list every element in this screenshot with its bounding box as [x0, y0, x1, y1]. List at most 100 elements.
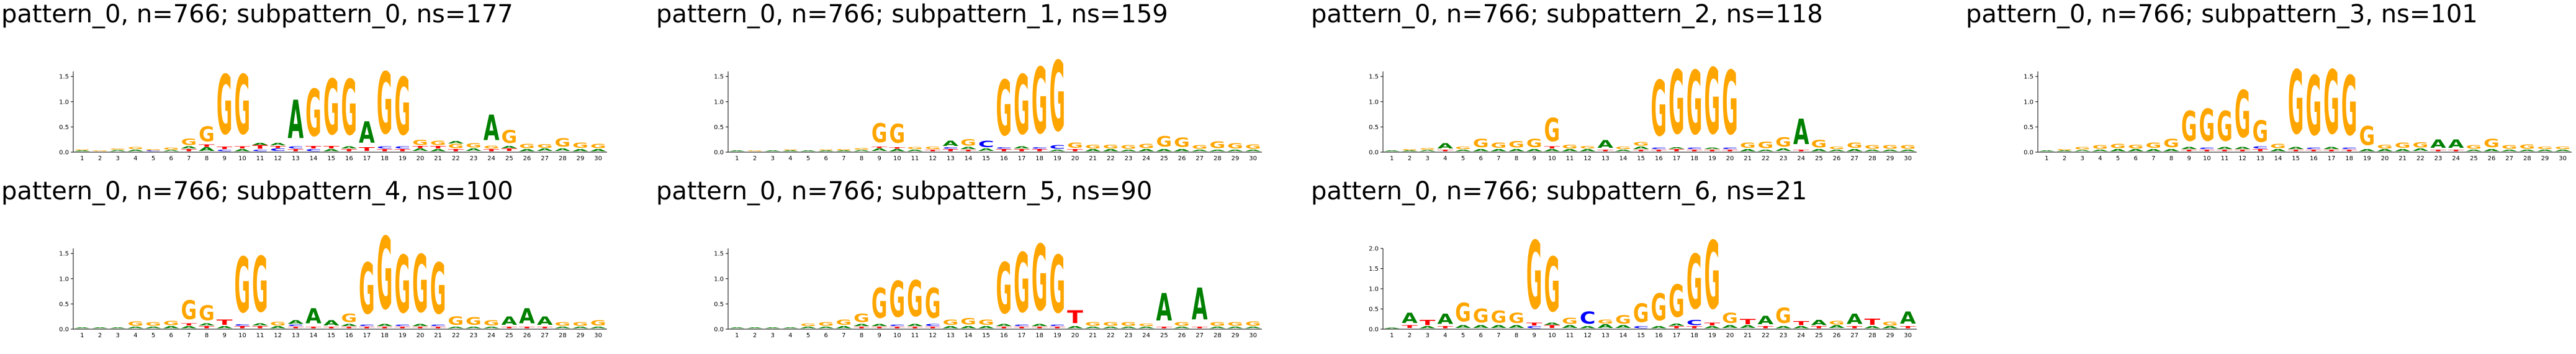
logo-letter-G: G	[519, 143, 535, 150]
logo-letter-G: G	[889, 119, 906, 149]
logo-letter-T: T	[943, 148, 960, 152]
x-tick-label: 13	[2256, 155, 2264, 162]
logo-letter-G: G	[800, 323, 816, 327]
x-tick-label: 1	[735, 332, 739, 339]
logo-letter-C: C	[2341, 147, 2358, 150]
logo-letter-A: A	[74, 150, 91, 152]
logo-letter-T: T	[252, 145, 268, 150]
logo-letter-G: G	[1210, 139, 1226, 150]
x-tick-label: 6	[169, 332, 173, 339]
logo-letter-C: C	[395, 146, 411, 149]
logo-letter-G: G	[1865, 145, 1881, 150]
logo-letter-G: G	[1847, 142, 1863, 150]
logo-letter-G: G	[537, 143, 553, 149]
panel-title: pattern_0, n=766; subpattern_0, ns=177	[1, 0, 513, 29]
logo-letter-C: C	[2306, 147, 2322, 150]
logo-letter-A: A	[2181, 147, 2198, 150]
x-tick-label: 2	[98, 332, 102, 339]
x-tick-label: 19	[1708, 332, 1716, 339]
x-tick-label: 23	[470, 155, 478, 162]
y-tick-label: 2.0	[1369, 246, 1379, 253]
logo-letter-T: T	[2288, 149, 2305, 152]
x-tick-label: 17	[1018, 155, 1026, 162]
x-tick-label: 2	[753, 155, 757, 162]
x-tick-label: 29	[1232, 155, 1240, 162]
logo-letter-C: C	[1014, 324, 1030, 327]
x-tick-label: 24	[487, 332, 495, 339]
logo-letter-T: T	[1014, 148, 1030, 152]
logo-letter-C: C	[430, 324, 446, 327]
logo-letter-A: A	[2395, 148, 2412, 152]
x-tick-label: 15	[327, 155, 335, 162]
x-tick-label: 20	[1726, 332, 1734, 339]
x-tick-label: 6	[1479, 155, 1482, 162]
logo-letter-C: C	[1722, 147, 1738, 150]
logo-letter-A: A	[1580, 148, 1596, 152]
logo-letter-A: A	[1829, 149, 1845, 152]
logo-letter-G: G	[181, 296, 197, 326]
x-tick-label: 26	[1833, 332, 1841, 339]
panel-title: pattern_0, n=766; subpattern_2, ns=118	[1311, 0, 1823, 29]
logo-letter-A: A	[359, 116, 375, 150]
logo-letter-C: C	[2199, 147, 2215, 150]
logo-letter-G: G	[1740, 142, 1756, 150]
logo-letter-A: A	[163, 325, 180, 329]
logo-letter-G: G	[2146, 142, 2162, 150]
logo-letter-A: A	[783, 327, 799, 329]
x-tick-label: 9	[222, 155, 226, 162]
logo-letter-G: G	[1050, 42, 1066, 153]
logo-letter-A: A	[1420, 325, 1436, 329]
y-tick-label: 0.5	[714, 301, 724, 308]
logo-letter-A: A	[1615, 325, 1631, 329]
logo-letter-G: G	[1562, 144, 1578, 150]
logo-letter-A: A	[2323, 147, 2340, 150]
x-tick-label: 10	[893, 155, 901, 162]
logo-letter-A: A	[783, 150, 799, 152]
logo-letter-A: A	[323, 148, 340, 152]
logo-letter-G: G	[2199, 99, 2215, 151]
logo-letter-A: A	[1192, 149, 1209, 152]
logo-panel-3: pattern_0, n=766; subpattern_3, ns=101 0.…	[1965, 0, 2576, 177]
logo-letter-A: A	[1245, 326, 1262, 329]
logo-letter-A: A	[555, 148, 571, 152]
logo-letter-G: G	[1473, 137, 1489, 150]
logo-letter-G: G	[1544, 112, 1560, 150]
x-tick-label: 30	[1904, 155, 1912, 162]
logo-letter-A: A	[1438, 311, 1454, 327]
x-tick-label: 14	[310, 332, 318, 339]
x-tick-label: 18	[381, 332, 389, 339]
logo-letter-A: A	[1544, 148, 1561, 152]
logo-letter-G: G	[2466, 145, 2482, 150]
x-tick-label: 26	[1833, 155, 1841, 162]
logo-letter-G: G	[1138, 323, 1155, 327]
logo-letter-A: A	[747, 327, 763, 329]
logo-letter-G: G	[853, 312, 870, 325]
logo-letter-T: T	[430, 145, 447, 149]
logo-letter-A: A	[1174, 326, 1191, 329]
logo-letter-G: G	[2359, 121, 2376, 152]
logo-letter-A: A	[765, 327, 781, 329]
x-tick-label: 23	[2434, 155, 2443, 162]
logo-letter-T: T	[395, 148, 412, 152]
logo-letter-C: C	[996, 147, 1012, 149]
logo-letter-T: T	[1793, 320, 1809, 327]
x-tick-label: 21	[1089, 155, 1097, 162]
y-tick-label: 1.5	[714, 74, 724, 81]
x-tick-label: 19	[399, 155, 407, 162]
logo-letter-A: A	[1491, 148, 1508, 152]
logo-letter-A: A	[2555, 149, 2572, 152]
logo-letter-G: G	[1705, 49, 1721, 155]
logo-letter-G: G	[1103, 322, 1119, 327]
logo-letter-A: A	[978, 325, 995, 329]
logo-letter-T: T	[1705, 322, 1721, 327]
logo-letter-A: A	[377, 324, 394, 327]
logo-letter-A: A	[1669, 147, 1685, 149]
logo-letter-A: A	[2039, 150, 2056, 152]
x-tick-label: 29	[1232, 332, 1240, 339]
logo-letter-G: G	[1811, 138, 1827, 150]
x-tick-label: 23	[1780, 332, 1788, 339]
logo-letter-A: A	[2484, 148, 2500, 152]
logo-letter-G: G	[163, 147, 179, 150]
logo-letter-T: T	[1669, 325, 1685, 329]
logo-letter-G: G	[1651, 287, 1667, 330]
